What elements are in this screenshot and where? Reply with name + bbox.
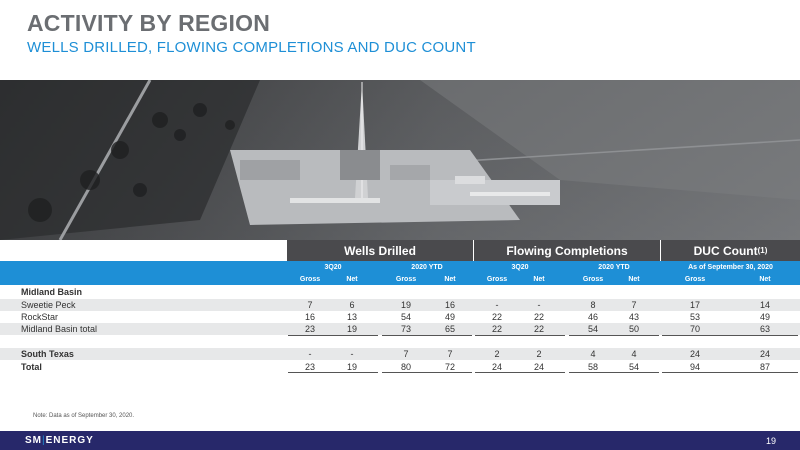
cell: 24 (491, 362, 502, 372)
cell: 6 (349, 300, 355, 310)
cell: 19 (346, 324, 357, 334)
cell: 4 (631, 349, 637, 359)
cell: 53 (689, 312, 700, 322)
row-label: South Texas (21, 349, 74, 359)
cell: 22 (533, 324, 544, 334)
col-net: Net (533, 276, 545, 283)
cell: 50 (628, 324, 639, 334)
col-gross: Gross (299, 276, 321, 283)
row-label: Sweetie Peck (21, 300, 76, 310)
page-number: 19 (765, 436, 776, 446)
cell: - (350, 349, 354, 359)
table-row: RockStar 16 13 54 49 22 22 46 43 53 49 (0, 311, 800, 323)
cell: 63 (759, 324, 770, 334)
table-row: Midland Basin total 23 19 73 65 22 22 54… (0, 323, 800, 335)
cell: 87 (759, 362, 770, 372)
col-net: Net (628, 276, 640, 283)
cell: 24 (759, 349, 770, 359)
cell: 22 (491, 324, 502, 334)
table-row-total: Total 23 19 80 72 24 24 58 54 94 87 (0, 361, 800, 373)
divider (569, 335, 659, 336)
footer-bar (0, 431, 800, 450)
cell: 43 (628, 312, 639, 322)
period-wells-3q20: 3Q20 (324, 264, 342, 271)
cell: 7 (631, 300, 637, 310)
cell: 17 (689, 300, 700, 310)
cell: 73 (400, 324, 411, 334)
cell: 70 (689, 324, 700, 334)
cell: 24 (533, 362, 544, 372)
period-wells-ytd: 2020 YTD (411, 264, 443, 271)
cell: 7 (447, 349, 453, 359)
cell: 54 (628, 362, 639, 372)
divider (662, 372, 798, 373)
divider (382, 372, 472, 373)
cell: 22 (491, 312, 502, 322)
cell: 49 (444, 312, 455, 322)
cell: - (537, 300, 541, 310)
table-row: South Texas - - 7 7 2 2 4 4 24 24 (0, 348, 800, 360)
cell: 49 (759, 312, 770, 322)
col-net: Net (444, 276, 456, 283)
period-duc-asof: As of September 30, 2020 (688, 264, 773, 271)
aerial-drilling-site-photo (0, 80, 800, 240)
col-gross: Gross (395, 276, 417, 283)
cell: 4 (590, 349, 596, 359)
col-gross: Gross (582, 276, 604, 283)
period-flow-ytd: 2020 YTD (598, 264, 630, 271)
table-row: Midland Basin (0, 286, 800, 298)
row-label: Midland Basin total (21, 324, 98, 334)
divider (475, 335, 565, 336)
cell: 23 (304, 324, 315, 334)
divider (475, 372, 565, 373)
col-gross: Gross (486, 276, 508, 283)
row-label: RockStar (21, 312, 59, 322)
cell: 16 (444, 300, 455, 310)
cell: 7 (307, 300, 313, 310)
col-net: Net (346, 276, 358, 283)
cell: - (308, 349, 312, 359)
cell: 7 (403, 349, 409, 359)
page-subtitle: WELLS DRILLED, FLOWING COMPLETIONS AND D… (27, 39, 476, 56)
cell: 58 (587, 362, 598, 372)
table-row: Sweetie Peck 7 6 19 16 - - 8 7 17 14 (0, 299, 800, 311)
page-title: ACTIVITY BY REGION (27, 10, 271, 36)
cell: 2 (536, 349, 542, 359)
cell: 65 (444, 324, 455, 334)
cell: 22 (533, 312, 544, 322)
cell: 19 (346, 362, 357, 372)
cell: 13 (346, 312, 357, 322)
cell: 23 (304, 362, 315, 372)
group-header-wells-drilled: Wells Drilled (287, 240, 473, 261)
cell: 72 (444, 362, 455, 372)
divider (288, 372, 378, 373)
cell: 14 (759, 300, 770, 310)
subheader-bar (0, 261, 800, 285)
col-gross: Gross (684, 276, 706, 283)
footnote: Note: Data as of September 30, 2020. (33, 413, 135, 419)
cell: 8 (590, 300, 596, 310)
divider (569, 372, 659, 373)
group-header-flowing-completions: Flowing Completions (474, 240, 660, 261)
divider (288, 335, 378, 336)
cell: 46 (587, 312, 598, 322)
row-label: Midland Basin (21, 287, 83, 297)
cell: 94 (689, 362, 700, 372)
cell: - (495, 300, 499, 310)
period-flow-3q20: 3Q20 (511, 264, 529, 271)
col-net: Net (759, 276, 771, 283)
cell: 80 (400, 362, 411, 372)
cell: 16 (304, 312, 315, 322)
cell: 19 (400, 300, 411, 310)
cell: 2 (494, 349, 500, 359)
company-logo: SM|ENERGY (25, 435, 94, 446)
cell: 54 (400, 312, 411, 322)
cell: 24 (689, 349, 700, 359)
divider (382, 335, 472, 336)
divider (662, 335, 798, 336)
group-header-duc-count: DUC Count (1) (661, 240, 800, 261)
row-label: Total (21, 362, 42, 372)
cell: 54 (587, 324, 598, 334)
